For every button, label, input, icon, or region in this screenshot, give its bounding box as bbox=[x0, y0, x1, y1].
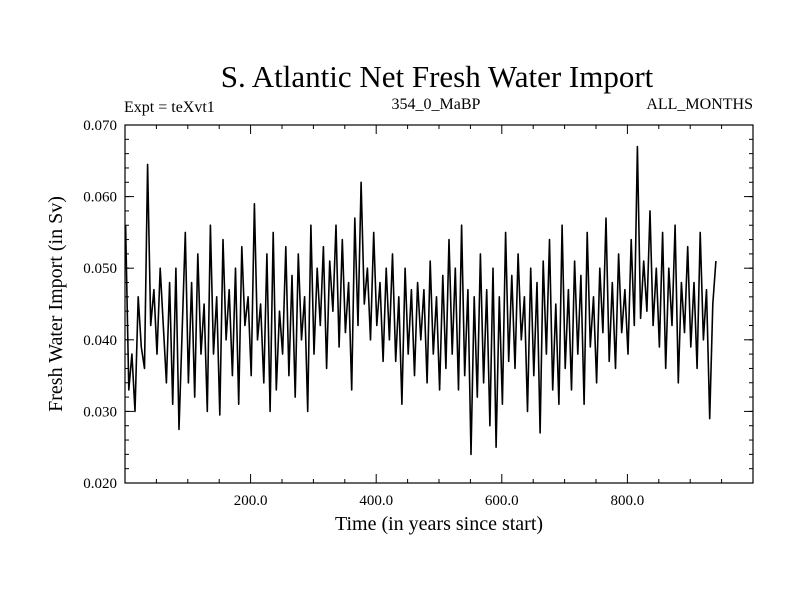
y-tick-label: 0.060 bbox=[83, 190, 117, 206]
x-tick-label: 600.0 bbox=[485, 493, 519, 509]
x-axis-tick-labels: 200.0 400.0 600.0 800.0 bbox=[234, 493, 645, 509]
chart-title: S. Atlantic Net Fresh Water Import bbox=[221, 59, 654, 94]
y-tick-label: 0.070 bbox=[83, 118, 117, 134]
axis-ticks bbox=[125, 124, 753, 484]
x-tick-label: 200.0 bbox=[234, 493, 268, 509]
y-axis-tick-labels: 0.020 0.030 0.040 0.050 0.060 0.070 bbox=[83, 118, 117, 492]
months-label: ALL_MONTHS bbox=[646, 96, 753, 113]
experiment-label: Expt = teXvt1 bbox=[124, 99, 215, 116]
y-tick-label: 0.020 bbox=[83, 476, 117, 492]
y-tick-label: 0.030 bbox=[83, 404, 117, 420]
x-axis-label: Time (in years since start) bbox=[335, 513, 543, 535]
y-tick-label: 0.040 bbox=[83, 333, 117, 349]
period-label: 354_0_MaBP bbox=[392, 96, 481, 113]
y-tick-label: 0.050 bbox=[83, 261, 117, 277]
x-tick-label: 800.0 bbox=[611, 493, 645, 509]
plot-frame bbox=[124, 124, 754, 484]
y-axis-label: Fresh Water Import (in Sv) bbox=[45, 196, 67, 412]
x-tick-label: 400.0 bbox=[359, 493, 393, 509]
series-line-fresh-water-import bbox=[124, 145, 717, 456]
